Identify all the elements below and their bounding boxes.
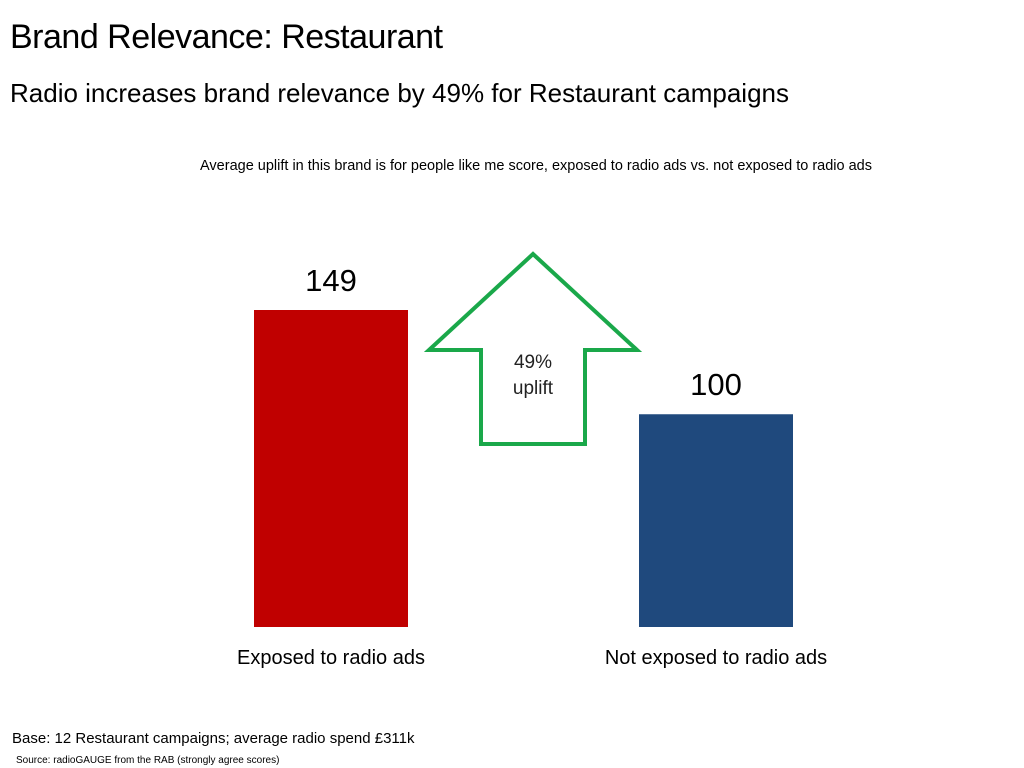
data-label-1: 149 xyxy=(305,263,357,298)
source-note: Source: radioGAUGE from the RAB (strongl… xyxy=(16,755,280,766)
uplift-text-label: uplift xyxy=(513,378,554,399)
bar-2 xyxy=(639,414,793,627)
bar-chart: 149 Exposed to radio ads 100 Not exposed to… xyxy=(237,251,827,669)
page-subtitle: Radio increases brand relevance by 49% f… xyxy=(10,78,789,108)
bar-1 xyxy=(254,310,408,627)
page-title: Brand Relevance: Restaurant xyxy=(10,18,443,56)
uplift-percent-label: 49% xyxy=(514,352,552,373)
base-note: Base: 12 Restaurant campaigns; average r… xyxy=(12,730,415,747)
data-label-2: 100 xyxy=(690,367,742,402)
category-label-1: Exposed to radio ads xyxy=(237,647,425,669)
uplift-arrow-icon xyxy=(423,251,643,446)
chart-title: Average uplift in this brand is for peop… xyxy=(200,158,872,174)
category-label-2: Not exposed to radio ads xyxy=(605,647,827,669)
